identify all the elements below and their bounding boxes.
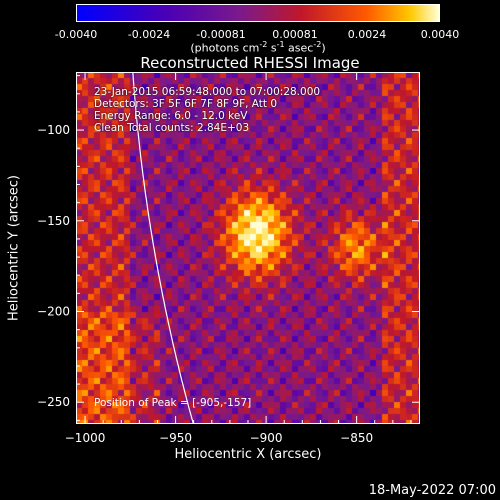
colorbar-tick: 0.0024 <box>347 28 387 41</box>
x-tick-label: −950 <box>159 431 192 445</box>
annotation-detectors: Detectors: 3F 5F 6F 7F 8F 9F, Att 0 <box>94 98 278 110</box>
chart-title: Reconstructed RHESSI Image <box>140 54 360 72</box>
timestamp-footer: 18-May-2022 07:00 <box>368 483 496 498</box>
colorbar-tick: 0.00081 <box>272 28 318 41</box>
colorbar-gradient <box>76 4 440 22</box>
annotation-energy-range: Energy Range: 6.0 - 12.0 keV <box>94 110 248 122</box>
annotation-clean-counts: Clean Total counts: 2.84E+03 <box>94 122 250 134</box>
y-tick-label: −200 <box>37 305 70 319</box>
heatmap-image <box>76 72 420 424</box>
colorbar-tick: -0.0040 <box>54 28 98 41</box>
solar-limb-line <box>132 72 194 424</box>
x-tick-label: −900 <box>250 431 283 445</box>
x-axis-label: Heliocentric X (arcsec) <box>174 447 322 462</box>
peak-position-label: Position of Peak = [-905,-157] <box>94 397 252 409</box>
colorbar-unit: (photons cm-2 s-1 asec-2) <box>190 40 326 55</box>
x-tick-label: −850 <box>340 431 373 445</box>
annotation-time-range: 23-Jan-2015 06:59:48.000 to 07:00:28.000 <box>94 86 321 98</box>
y-axis-label: Heliocentric Y (arcsec) <box>6 175 22 321</box>
colorbar-tick: 0.0040 <box>420 28 460 41</box>
y-tick-label: −250 <box>37 395 70 409</box>
y-tick-label: −150 <box>37 214 70 228</box>
plot-area: 23-Jan-2015 06:59:48.000 to 07:00:28.000… <box>76 72 420 424</box>
colorbar-tick: -0.0024 <box>127 28 171 41</box>
x-tick-label: −1000 <box>65 431 106 445</box>
colorbar-tick: -0.00081 <box>196 28 246 41</box>
y-tick-label: −100 <box>37 123 70 137</box>
solar-limb <box>132 72 194 424</box>
colorbar <box>76 4 440 22</box>
